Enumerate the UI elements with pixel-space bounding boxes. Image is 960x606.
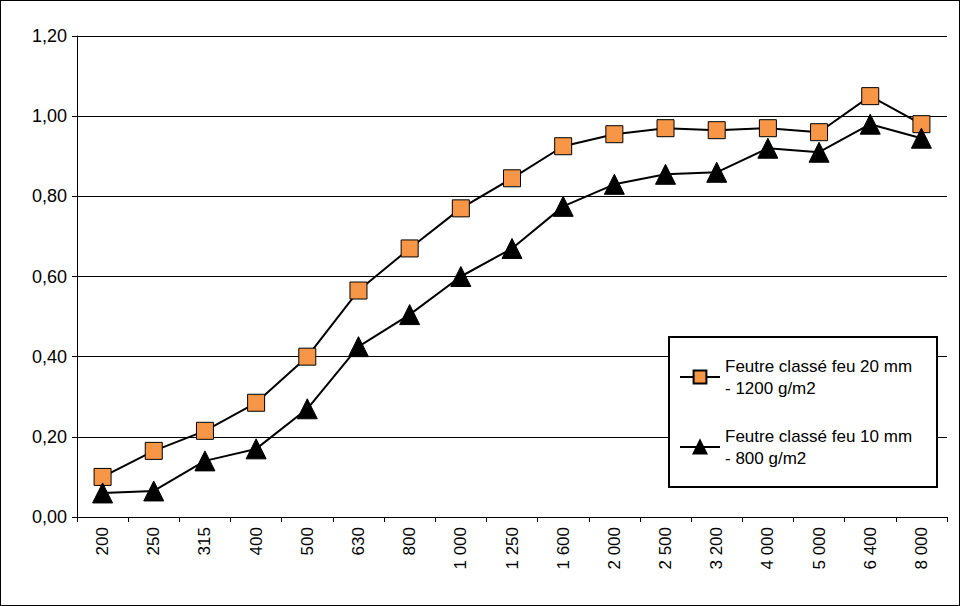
- svg-text:1,20: 1,20: [32, 26, 67, 46]
- svg-text:250: 250: [144, 527, 163, 555]
- svg-text:- 800 g/m2: - 800 g/m2: [725, 449, 806, 468]
- svg-text:4 000: 4 000: [758, 527, 777, 570]
- svg-text:- 1200 g/m2: - 1200 g/m2: [725, 379, 816, 398]
- svg-text:0,40: 0,40: [32, 347, 67, 367]
- svg-text:6 400: 6 400: [861, 527, 880, 570]
- svg-text:1 250: 1 250: [503, 527, 522, 570]
- svg-text:2 000: 2 000: [605, 527, 624, 570]
- svg-text:1,00: 1,00: [32, 106, 67, 126]
- svg-text:1 600: 1 600: [554, 527, 573, 570]
- svg-text:0,20: 0,20: [32, 427, 67, 447]
- svg-text:8 000: 8 000: [912, 527, 931, 570]
- svg-text:0,80: 0,80: [32, 186, 67, 206]
- svg-text:1 000: 1 000: [451, 527, 470, 570]
- svg-text:Feutre classé feu 10 mm: Feutre classé feu 10 mm: [725, 427, 917, 446]
- svg-text:0,60: 0,60: [32, 267, 67, 287]
- svg-text:2 500: 2 500: [656, 527, 675, 570]
- svg-text:Feutre classé feu 20 mm: Feutre classé feu 20 mm: [725, 357, 917, 376]
- svg-text:400: 400: [247, 527, 266, 555]
- svg-text:3 200: 3 200: [707, 527, 726, 570]
- svg-text:200: 200: [93, 527, 112, 555]
- svg-text:500: 500: [298, 527, 317, 555]
- svg-text:800: 800: [400, 527, 419, 555]
- svg-text:630: 630: [349, 527, 368, 555]
- svg-text:5 000: 5 000: [810, 527, 829, 570]
- svg-text:0,00: 0,00: [32, 507, 67, 527]
- svg-text:315: 315: [195, 527, 214, 555]
